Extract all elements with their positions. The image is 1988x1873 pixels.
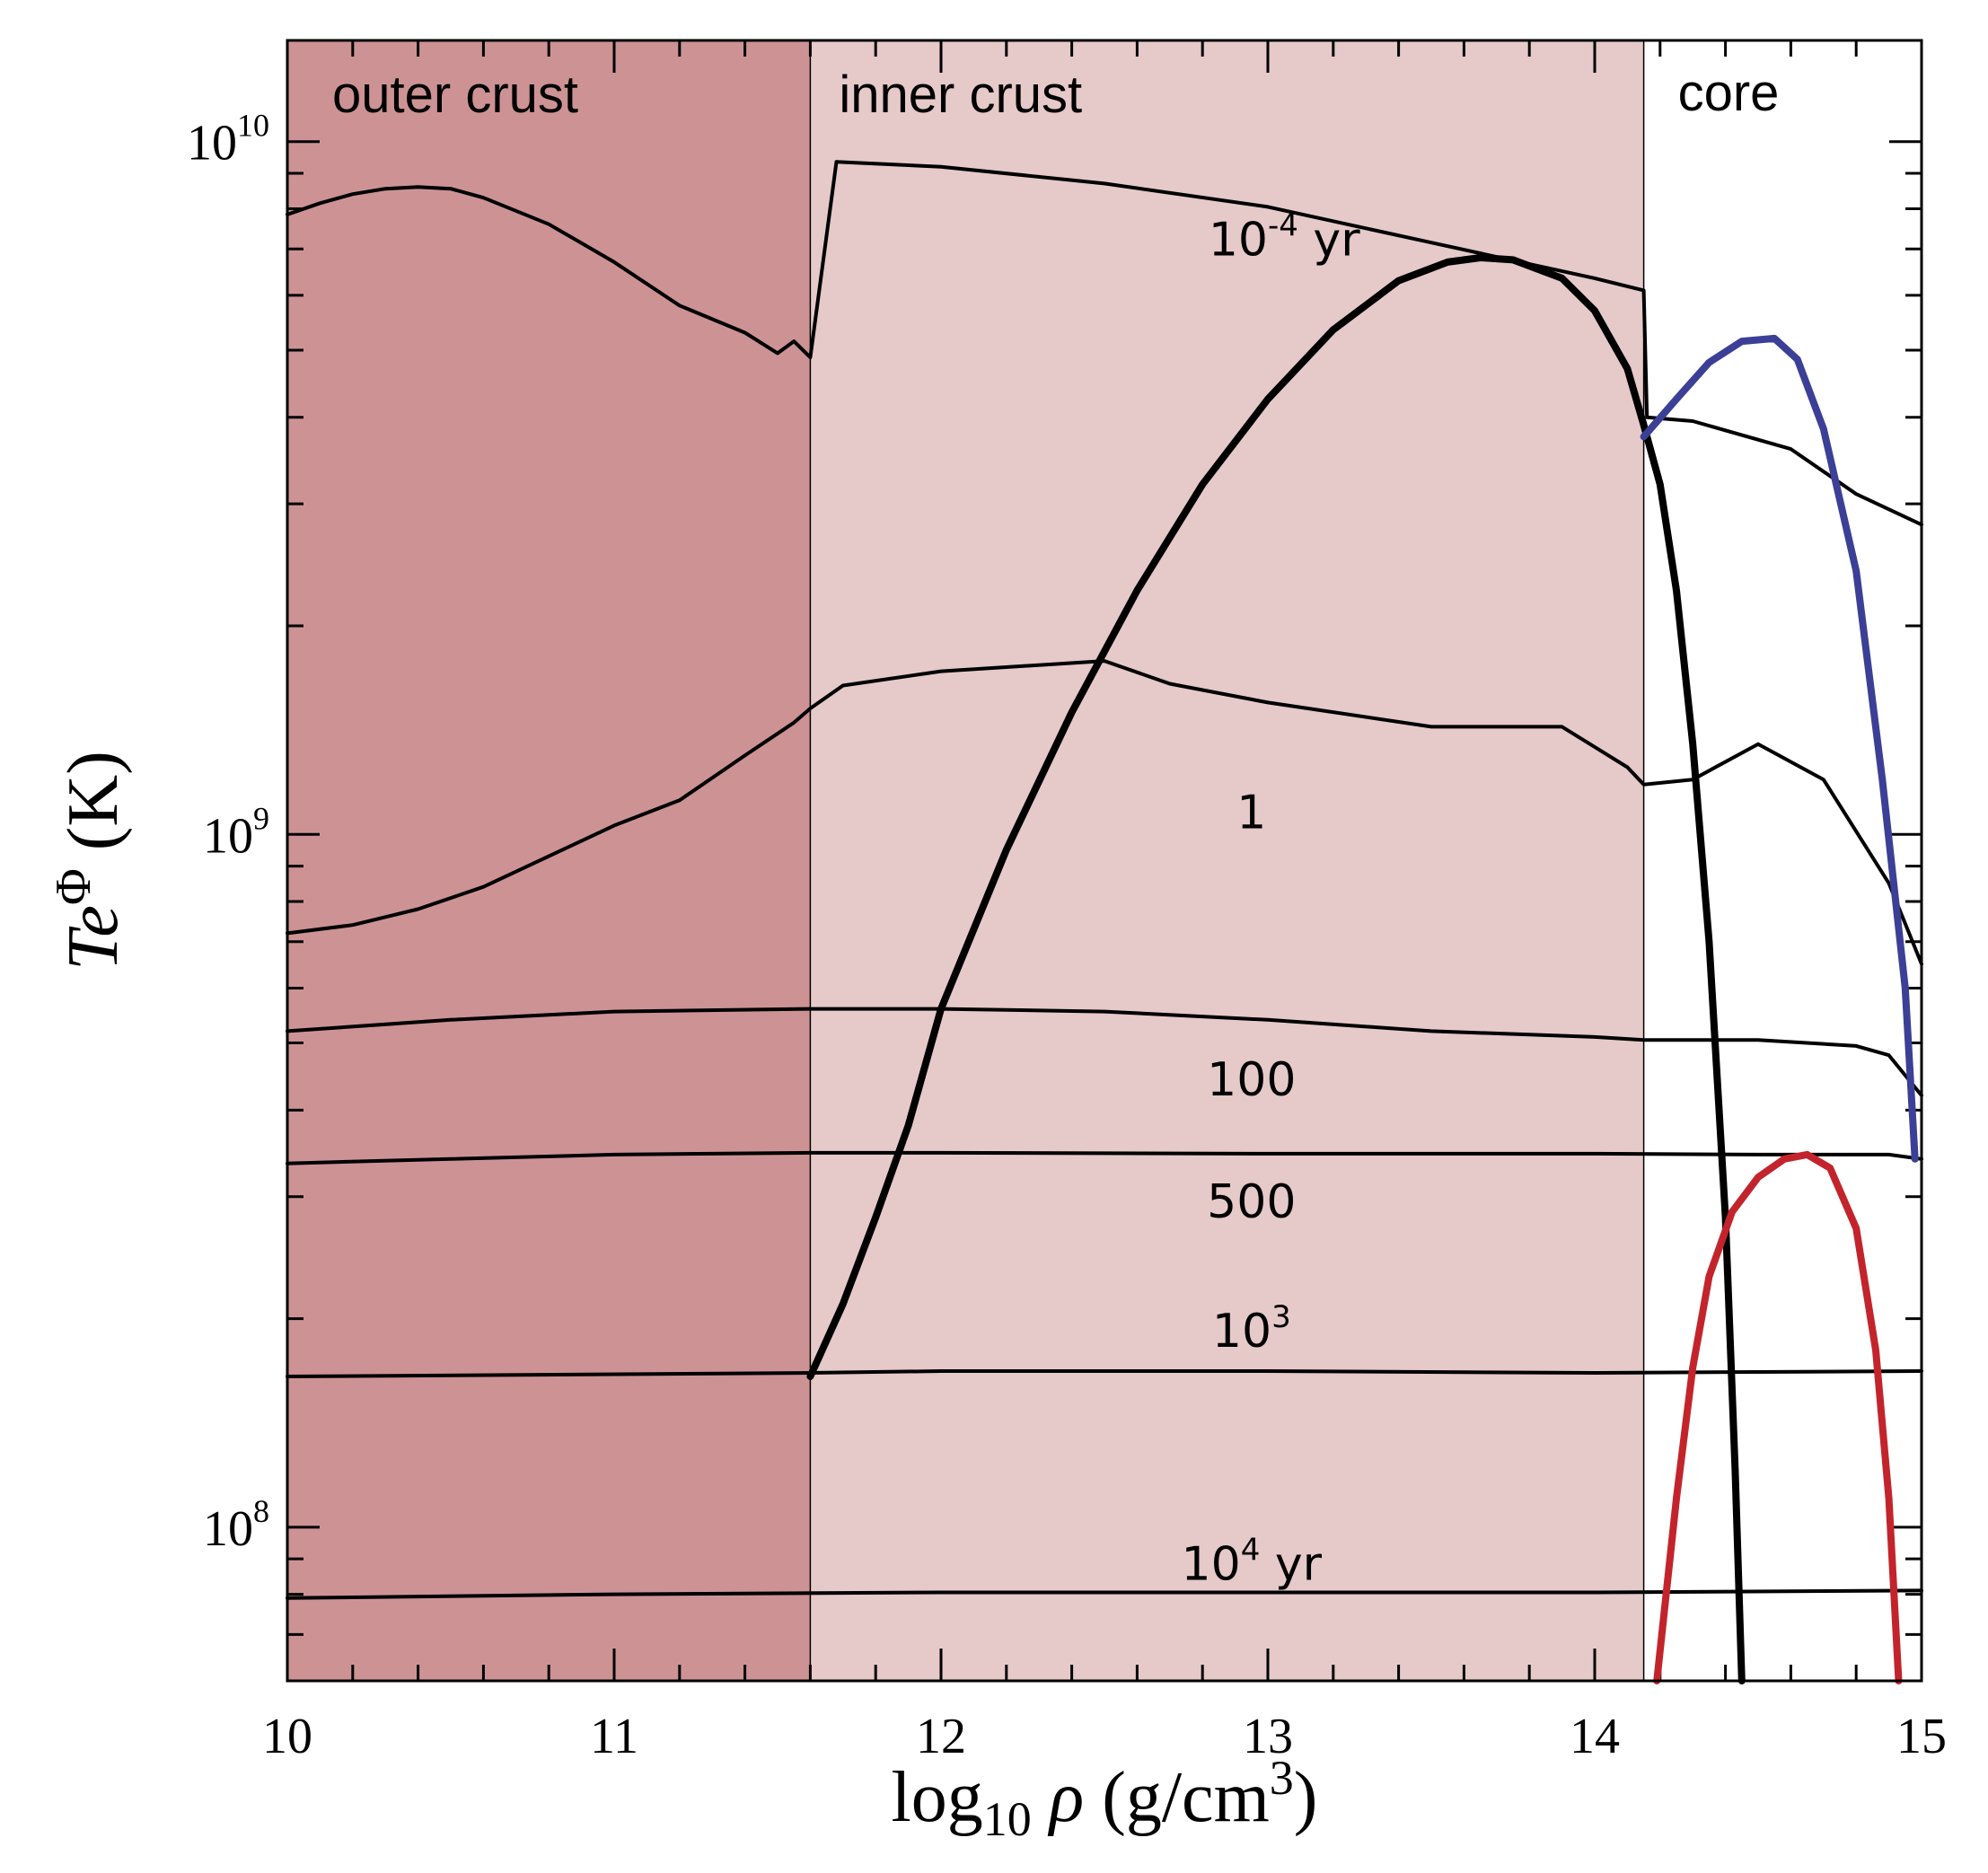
x-tick-label: 10 — [262, 1709, 312, 1764]
region-labels: outer crust inner crust core — [332, 64, 1779, 124]
region-outer-crust — [287, 40, 811, 1681]
y-tick-label: 109 — [203, 800, 269, 864]
region-backgrounds — [287, 40, 1922, 1681]
x-tick-label: 14 — [1570, 1709, 1620, 1764]
x-tick-label: 13 — [1243, 1709, 1293, 1764]
x-axis-title: log10 ρ (g/cm3) — [892, 1751, 1318, 1846]
y-tick-label: 108 — [203, 1493, 269, 1557]
curve-label-6: 104 yr — [1182, 1532, 1323, 1591]
series-line-2 — [286, 659, 1923, 966]
x-tick-label: 12 — [916, 1709, 966, 1764]
curve-label-1: 10-4 yr — [1209, 208, 1360, 268]
curve-label-2: 1 — [1236, 787, 1266, 840]
series-line-3 — [286, 1007, 1923, 1097]
series-line-9 — [1653, 1150, 1903, 1684]
series-line-5 — [286, 1369, 1923, 1378]
region-inner-crust — [810, 40, 1644, 1681]
x-tick-label: 15 — [1896, 1709, 1947, 1764]
y-tick-label: 1010 — [187, 108, 269, 171]
region-label-outer-crust: outer crust — [332, 66, 578, 124]
series-line-6 — [286, 1588, 1923, 1600]
tick-labels: 10 11 12 13 14 15 108 109 1010 — [187, 108, 1947, 1764]
x-tick-label: 11 — [590, 1709, 638, 1764]
region-label-core: core — [1678, 64, 1780, 122]
y-axis-title: TeΦ (K) — [46, 751, 133, 971]
curve-label-4: 500 — [1207, 1175, 1296, 1229]
series-line-1 — [286, 160, 1923, 527]
series-line-7 — [806, 254, 1746, 1684]
curve-label-5: 103 — [1212, 1299, 1291, 1359]
plot-frame — [286, 39, 1923, 1683]
region-label-inner-crust: inner crust — [839, 66, 1082, 124]
curve-labels: 10-4 yr 1 100 500 103 104 yr — [1182, 208, 1361, 1592]
series-line-4 — [286, 1150, 1923, 1165]
curve-label-3: 100 — [1207, 1053, 1296, 1107]
series-line-8 — [1640, 334, 1919, 1163]
series-lines — [286, 160, 1923, 1684]
